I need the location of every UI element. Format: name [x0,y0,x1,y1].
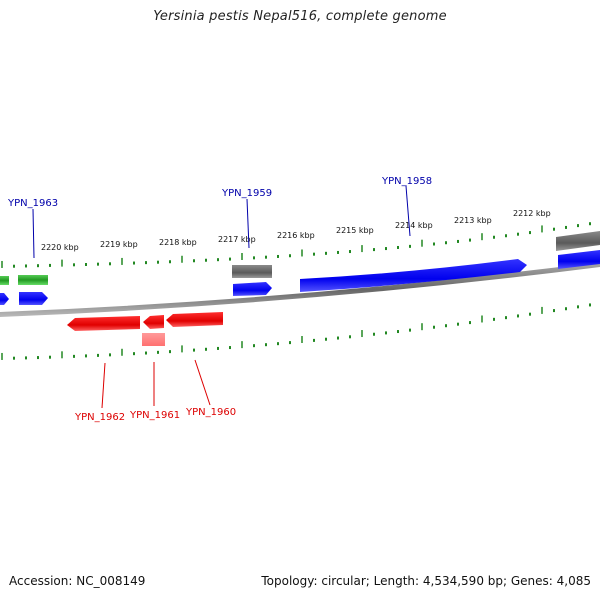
forward-genes[interactable] [0,250,600,305]
gene-label-forward: YPN_1959 [221,188,272,199]
reverse-gene[interactable] [166,312,223,327]
gene-label-reverse: YPN_1962 [74,412,125,423]
rna-feature[interactable] [0,276,9,285]
leader-line [32,208,35,259]
other-features[interactable] [232,231,600,278]
forward-gene[interactable] [233,282,272,296]
other-feature[interactable] [556,231,600,251]
reverse-genes[interactable] [67,312,223,346]
tick-label: 2218 kbp [159,238,197,247]
tick-label: 2212 kbp [513,209,551,218]
leader-line [194,359,211,406]
leader-line [405,185,411,237]
rna-feature[interactable] [18,275,48,285]
forward-gene[interactable] [0,293,9,305]
genome-summary: Topology: circular; Length: 4,534,590 bp… [261,574,591,588]
other-feature[interactable] [232,265,272,278]
genome-backbone [0,262,600,317]
reverse-gene[interactable] [142,333,165,346]
tick-label: 2215 kbp [336,226,374,235]
gene-label-reverse: YPN_1961 [129,410,180,421]
label-leaders [32,185,411,409]
reverse-ruler [1,303,591,360]
tick-labels: 2220 kbp 2219 kbp 2218 kbp 2217 kbp 2216… [41,209,551,252]
reverse-gene[interactable] [67,316,140,331]
tick-label: 2214 kbp [395,221,433,230]
reverse-gene[interactable] [143,315,164,329]
gene-label-forward: YPN_1963 [7,198,58,209]
rna-features[interactable] [0,275,48,285]
gene-labels: YPN_1963 YPN_1959 YPN_1958 YPN_1962 YPN_… [7,176,432,423]
gene-label-forward: YPN_1958 [381,176,432,187]
leader-line [246,198,250,249]
tick-label: 2213 kbp [454,216,492,225]
tick-label: 2217 kbp [218,235,256,244]
forward-gene[interactable] [558,250,600,269]
tick-label: 2220 kbp [41,243,79,252]
forward-gene[interactable] [19,292,48,305]
leader-line [101,362,106,409]
accession-text: Accession: NC_008149 [9,574,146,588]
tick-label: 2216 kbp [277,231,315,240]
tick-label: 2219 kbp [100,240,138,249]
gene-label-reverse: YPN_1960 [185,407,236,418]
forward-ruler [1,222,591,268]
forward-gene[interactable] [300,259,527,292]
genome-title: Yersinia pestis Nepal516, complete genom… [153,9,447,24]
